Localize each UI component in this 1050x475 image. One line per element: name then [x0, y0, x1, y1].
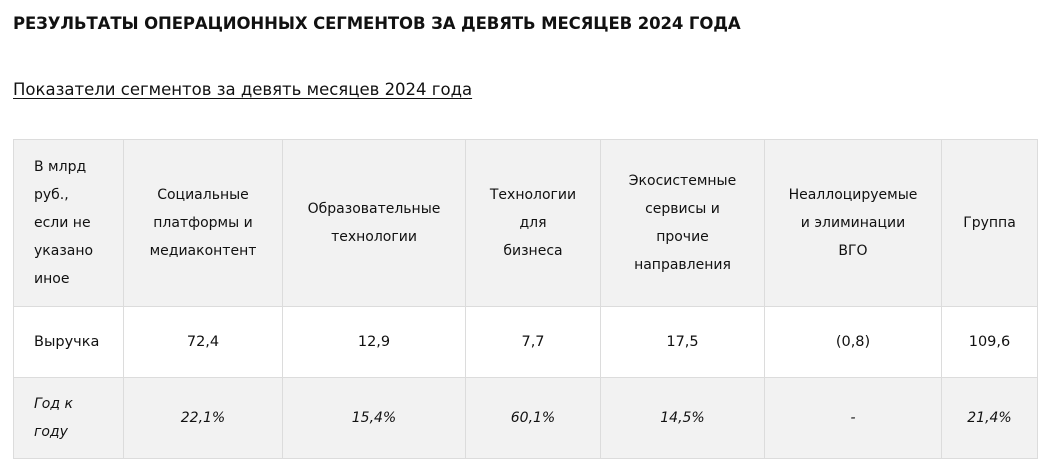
- segments-table: В млрд руб., если не указано иное Социал…: [13, 139, 1038, 459]
- segments-table-link[interactable]: Показатели сегментов за девять месяцев 2…: [13, 80, 473, 99]
- header-group: Группа: [941, 139, 1038, 307]
- header-business-tech: Технологии для бизнеса: [465, 139, 601, 307]
- header-edtech: Образовательные технологии: [282, 139, 466, 307]
- table-row-yoy: Год к году 22,1% 15,4% 60,1% 14,5% - 21,…: [13, 377, 1038, 459]
- table-cell: 72,4: [123, 306, 283, 378]
- table-cell: 21,4%: [941, 377, 1038, 459]
- table-cell: 14,5%: [600, 377, 765, 459]
- page-title: РЕЗУЛЬТАТЫ ОПЕРАЦИОННЫХ СЕГМЕНТОВ ЗА ДЕВ…: [13, 14, 741, 33]
- table-cell: 22,1%: [123, 377, 283, 459]
- table-cell: 15,4%: [282, 377, 466, 459]
- table-cell: 17,5: [600, 306, 765, 378]
- row-label-yoy: Год к году: [13, 377, 124, 459]
- header-unallocated-eliminations: Неаллоцируемые и элиминации ВГО: [764, 139, 942, 307]
- table-cell: 60,1%: [465, 377, 601, 459]
- table-cell: 7,7: [465, 306, 601, 378]
- table-cell: 109,6: [941, 306, 1038, 378]
- table-row-revenue: Выручка 72,4 12,9 7,7 17,5 (0,8) 109,6: [13, 306, 1038, 378]
- header-social-platforms: Социальные платформы и медиаконтент: [123, 139, 283, 307]
- header-units: В млрд руб., если не указано иное: [13, 139, 124, 307]
- table-cell: -: [764, 377, 942, 459]
- table-cell: (0,8): [764, 306, 942, 378]
- row-label-revenue: Выручка: [13, 306, 124, 378]
- table-cell: 12,9: [282, 306, 466, 378]
- header-ecosystem-services: Экосистемные сервисы и прочие направлени…: [600, 139, 765, 307]
- table-header-row: В млрд руб., если не указано иное Социал…: [13, 139, 1038, 307]
